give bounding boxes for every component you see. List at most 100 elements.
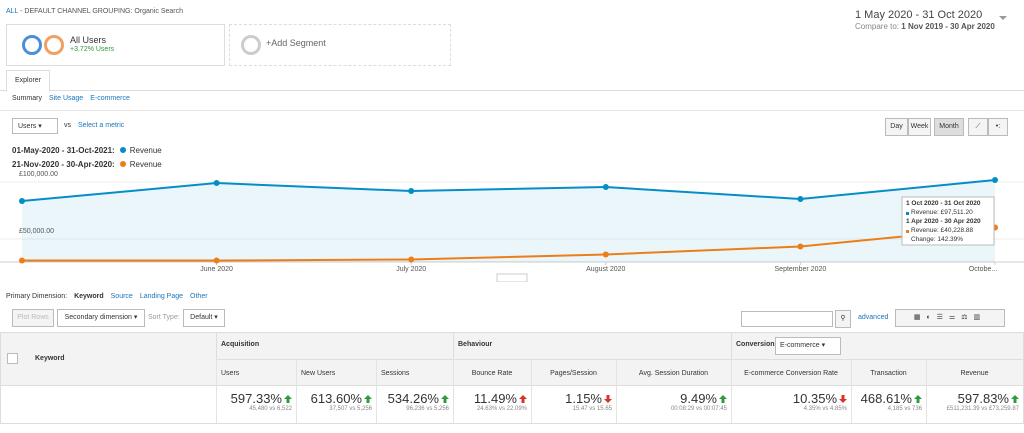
data-point[interactable] xyxy=(602,251,609,258)
tab-explorer[interactable]: Explorer xyxy=(6,70,50,92)
legend-name: Revenue xyxy=(129,146,162,155)
series-line xyxy=(22,226,996,262)
data-point[interactable] xyxy=(213,257,220,264)
cell-detail: £511,231.39 vs £73,259.87 xyxy=(946,406,1019,412)
segment-name: All Users xyxy=(70,35,107,45)
cell-value: 468.61% xyxy=(860,391,912,406)
column-header[interactable]: Users xyxy=(221,370,240,377)
dimension-option[interactable]: Landing Page xyxy=(139,293,184,300)
subtab[interactable]: Summary xyxy=(12,95,42,102)
dimension-option[interactable]: Keyword xyxy=(74,293,104,300)
compare-label: Compare to: xyxy=(855,22,900,31)
column-header[interactable]: New Users xyxy=(301,370,336,377)
cell-detail: 96,236 vs 5,256 xyxy=(406,406,449,412)
metric: Users xyxy=(18,123,37,130)
search-button[interactable]: ⚲ xyxy=(835,310,851,328)
trend-arrow xyxy=(284,395,292,403)
dimension-option[interactable]: Other xyxy=(190,293,208,300)
arrow-shape xyxy=(284,395,292,403)
arrow-shape xyxy=(364,395,372,403)
add-segment[interactable]: +Add Segment xyxy=(229,24,451,66)
column-header[interactable]: Transaction xyxy=(870,370,907,377)
data-point[interactable] xyxy=(213,180,220,187)
column-divider xyxy=(731,359,732,423)
column-divider xyxy=(531,359,532,423)
select-metric[interactable]: Select a metric xyxy=(78,122,125,129)
metric-select[interactable]: Users ▾ xyxy=(12,118,58,134)
granularity-button[interactable]: Month xyxy=(934,118,964,136)
cell-value: 10.35% xyxy=(792,391,837,406)
data-point[interactable] xyxy=(408,188,415,195)
y-tick-label: £100,000.00 xyxy=(19,171,58,178)
data-point[interactable] xyxy=(408,256,415,263)
granularity-button[interactable]: Day xyxy=(885,118,908,136)
sort-select[interactable]: Default ▾ xyxy=(183,309,225,327)
scroll-handle[interactable] xyxy=(496,273,528,282)
column-header[interactable]: Revenue xyxy=(960,370,989,377)
x-tick-label: August 2020 xyxy=(586,266,625,273)
tooltip-line: Change: 142.39% xyxy=(911,236,963,243)
column-divider xyxy=(376,359,377,423)
data-point[interactable] xyxy=(19,257,25,264)
legend-swatch xyxy=(119,161,126,167)
dimension-option[interactable]: Source xyxy=(110,293,133,300)
column-header[interactable]: E-commerce Conversion Rate xyxy=(744,370,838,377)
search-box[interactable] xyxy=(741,311,833,327)
data-table: Acquisition Behaviour Conversions E-commerc… xyxy=(0,332,1024,424)
line-chart-button[interactable]: ⟋ xyxy=(968,118,988,136)
cell-value: 11.49% xyxy=(473,391,517,406)
data-point[interactable] xyxy=(992,176,998,183)
conversion-select[interactable]: E-commerce ▾ xyxy=(775,337,841,355)
plot-rows[interactable]: Plot Rows xyxy=(12,309,54,327)
legend-period: 01-May-2020 - 31-Oct-2021: xyxy=(12,146,115,155)
cell-detail: 37,507 vs 5,256 xyxy=(329,406,372,412)
data-point[interactable] xyxy=(602,184,609,191)
compare: Compare to: 1 Nov 2019 - 30 Apr 2020 xyxy=(855,22,995,31)
segment-all[interactable]: ALL xyxy=(6,8,19,15)
x-tick-label: September 2020 xyxy=(775,266,827,273)
data-point[interactable] xyxy=(19,198,25,205)
arrow-shape xyxy=(519,395,527,403)
tooltip-line: 1 Oct 2020 - 31 Oct 2020 xyxy=(906,200,981,207)
column-header[interactable]: Pages/Session xyxy=(550,370,597,377)
granularity-button[interactable]: Week xyxy=(908,118,931,136)
secondary-dimension[interactable]: Secondary dimension ▾ xyxy=(57,309,145,327)
motion-chart-button[interactable]: •: xyxy=(988,118,1008,136)
date-caret[interactable] xyxy=(998,14,1008,22)
add-segment-label: +Add Segment xyxy=(266,38,326,48)
column-divider xyxy=(926,359,927,423)
view-buttons[interactable]: ▦◐☰⚌⚖▥ xyxy=(895,309,1005,327)
cell-value: 1.15% xyxy=(565,391,602,406)
tooltip-box xyxy=(901,196,995,246)
segment-donuts xyxy=(22,35,64,55)
trend-arrow xyxy=(839,395,847,403)
cell-detail: 24.63% vs 22.09% xyxy=(476,406,527,412)
column-header[interactable]: Avg. Session Duration xyxy=(638,370,709,377)
subtab[interactable]: E-commerce xyxy=(90,95,130,102)
segment-card[interactable]: All Users +3.72% Users xyxy=(6,24,225,66)
conversion-value: E-commerce xyxy=(780,342,820,349)
y-tick-label: £50,000.00 xyxy=(19,228,54,235)
trend-arrow xyxy=(1011,395,1019,403)
advanced[interactable]: advanced xyxy=(858,314,889,321)
data-point[interactable] xyxy=(797,196,804,202)
subtab[interactable]: Site Usage xyxy=(48,95,84,102)
tooltip-swatch xyxy=(906,212,909,215)
tab-rule xyxy=(0,90,1024,91)
row-rule xyxy=(216,359,1023,360)
sort-label: Sort Type: xyxy=(148,314,180,321)
data-point[interactable] xyxy=(797,243,804,250)
subtab-rule xyxy=(0,110,1024,111)
trend-arrow xyxy=(604,395,612,403)
checkbox[interactable] xyxy=(7,353,18,364)
arrow-shape xyxy=(604,395,612,403)
column-header[interactable]: Bounce Rate xyxy=(471,370,513,377)
column-header[interactable]: Sessions xyxy=(381,370,410,377)
secondary-label: Secondary dimension xyxy=(64,314,132,321)
column-divider xyxy=(851,359,852,423)
legend-item: 21-Nov-2020 - 30-Apr-2020: Revenue xyxy=(12,160,162,169)
date-range[interactable]: 1 May 2020 - 31 Oct 2020 xyxy=(855,9,983,21)
cell-value: 597.33% xyxy=(230,391,282,406)
column-header[interactable]: Keyword xyxy=(35,355,65,362)
